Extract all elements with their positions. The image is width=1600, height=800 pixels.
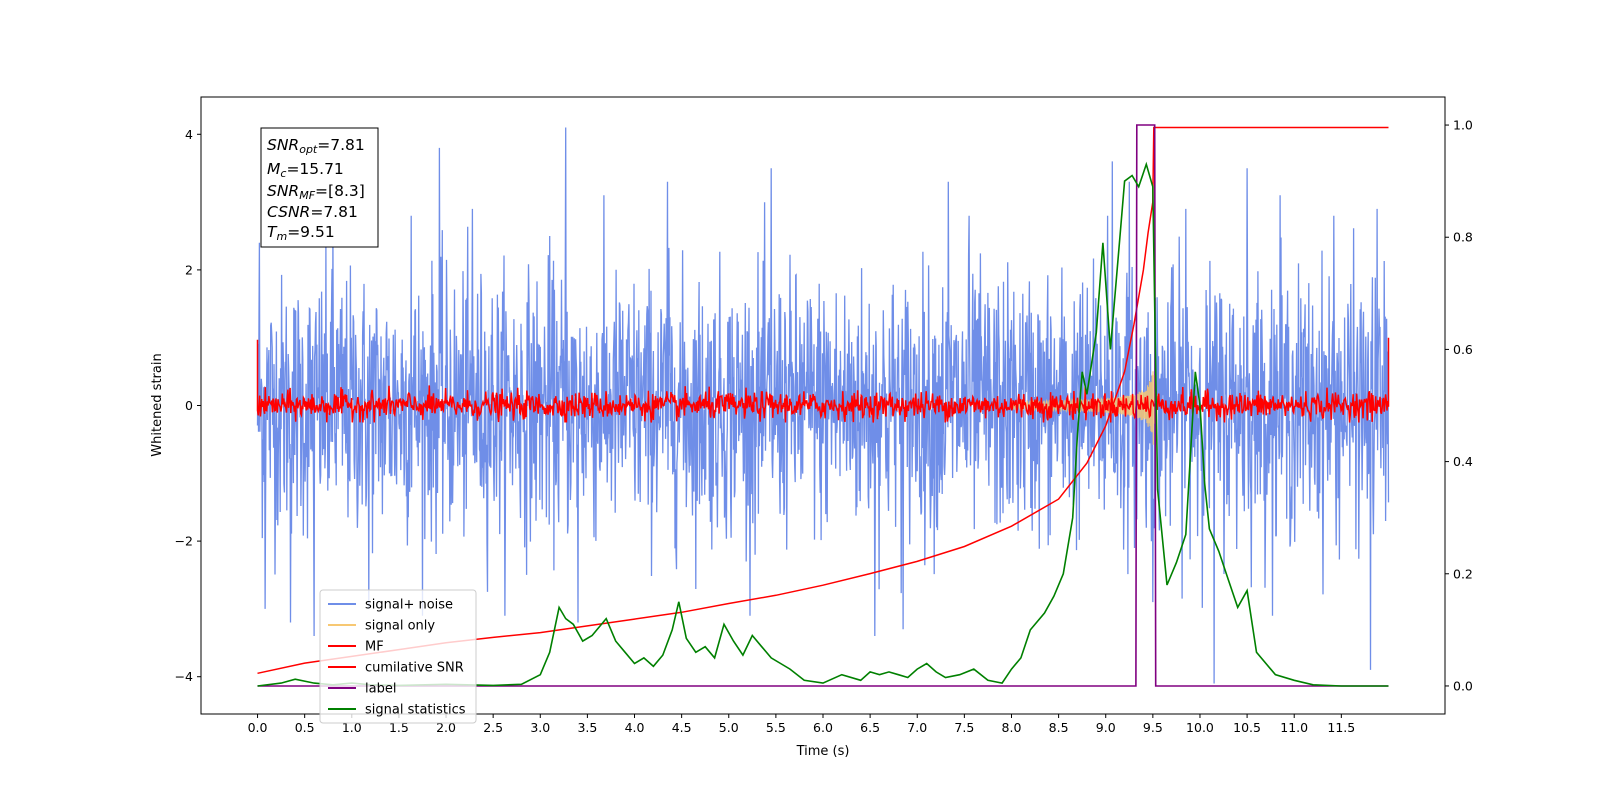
x-tick-label: 11.5: [1327, 720, 1355, 735]
series-label: [257, 124, 1389, 687]
y-tick-label: 4: [185, 127, 193, 142]
x-tick-label: 8.5: [1049, 720, 1069, 735]
x-tick-label: 9.0: [1096, 720, 1116, 735]
legend-item-cumilative-snr: cumilative SNR: [328, 661, 464, 676]
x-tick-label: 9.5: [1143, 720, 1163, 735]
x-tick-label: 10.0: [1186, 720, 1214, 735]
x-tick-label: 6.5: [860, 720, 880, 735]
x-tick-label: 7.0: [907, 720, 927, 735]
y-tick-label: −4: [175, 669, 193, 684]
x-axis-ticks: 0.0 0.5 1.0 1.5 2.0 2.5 3.0 3.5 4.0 4.5 5.0 5.5 6.0 6…: [248, 714, 1355, 735]
info-csnr: CSNR=7.81: [267, 203, 358, 221]
x-tick-label: 2.5: [483, 720, 503, 735]
legend-items: signal+ noise signal only MF cumilative SNR…: [328, 598, 466, 718]
x-tick-label: 7.5: [954, 720, 974, 735]
y2-axis-ticks: 1.0 0.8 0.6 0.4 0.2 0.0: [1445, 118, 1473, 693]
x-tick-label: 1.0: [342, 720, 362, 735]
info-mc-subscript: c: [280, 167, 286, 180]
x-axis-label: Time (s): [796, 744, 850, 759]
info-tm-value: =9.51: [287, 223, 335, 241]
legend-label: signal+ noise: [365, 598, 453, 613]
info-tm: Tm=9.51: [267, 223, 335, 243]
info-mc: Mc=15.71: [267, 160, 344, 180]
info-snr-mf-symbol: SNR: [267, 182, 299, 200]
legend-label: MF: [365, 640, 384, 655]
legend-label: cumilative SNR: [365, 661, 464, 676]
y-tick-label: 0: [185, 398, 193, 413]
x-tick-label: 3.5: [577, 720, 597, 735]
legend-item-signal-statistics: signal statistics: [328, 703, 466, 718]
info-tm-symbol: T: [267, 223, 278, 241]
info-snr-mf-subscript: MF: [299, 189, 315, 202]
x-tick-label: 4.5: [672, 720, 692, 735]
y2-tick-label: 0.6: [1453, 342, 1473, 357]
y2-tick-label: 1.0: [1453, 118, 1473, 133]
x-tick-label: 3.0: [530, 720, 550, 735]
legend-frame: [319, 589, 477, 724]
y2-tick-label: 0.8: [1453, 230, 1473, 245]
x-tick-label: 5.5: [766, 720, 786, 735]
y2-tick-label: 0.0: [1453, 678, 1473, 693]
x-tick-label: 1.5: [389, 720, 409, 735]
legend-item-signal-only: signal only: [328, 619, 435, 634]
legend-item-signal-noise: signal+ noise: [328, 598, 453, 613]
series-layer: [256, 124, 1390, 687]
y-axis-label: Whitened strain: [150, 353, 165, 456]
x-tick-label: 11.0: [1280, 720, 1308, 735]
x-tick-label: 2.0: [436, 720, 456, 735]
info-box-frame: [260, 127, 379, 248]
series-signal-statistics: [257, 161, 1389, 687]
info-csnr-value: =7.81: [310, 203, 358, 221]
legend-label: label: [365, 682, 396, 697]
legend-item-mf: MF: [328, 640, 384, 655]
x-tick-label: 4.0: [625, 720, 645, 735]
y-axis-ticks: 4 2 0 −2 −4: [175, 127, 201, 684]
info-mc-symbol: M: [267, 160, 280, 178]
y2-tick-label: 0.4: [1453, 454, 1473, 469]
x-tick-label: 0.5: [295, 720, 315, 735]
y2-tick-label: 0.2: [1453, 566, 1473, 581]
info-snr-mf-value: =[8.3]: [315, 182, 365, 200]
x-tick-label: 10.5: [1233, 720, 1261, 735]
y-tick-label: 2: [185, 262, 193, 277]
x-tick-label: 0.0: [248, 720, 268, 735]
series-signal-noise: [256, 127, 1390, 684]
legend-label: signal only: [365, 619, 435, 634]
info-snr-mf: SNRMF=[8.3]: [267, 182, 365, 202]
legend: signal+ noise signal only MF cumilative SNR…: [319, 589, 477, 724]
x-tick-label: 6.0: [813, 720, 833, 735]
info-snr-opt-symbol: SNR: [267, 136, 299, 154]
x-tick-label: 5.0: [719, 720, 739, 735]
info-box: SNRopt=7.81 Mc=15.71 SNRMF=[8.3] CSNR=7.…: [260, 127, 379, 248]
x-tick-label: 8.0: [1002, 720, 1022, 735]
y-tick-label: −2: [175, 534, 193, 549]
legend-item-label: label: [328, 682, 396, 697]
info-mc-value: =15.71: [286, 160, 343, 178]
legend-label: signal statistics: [365, 703, 466, 718]
info-csnr-symbol: CSNR: [267, 203, 310, 221]
info-snr-opt-value: =7.81: [317, 136, 365, 154]
info-tm-subscript: m: [276, 230, 287, 243]
info-snr-opt: SNRopt=7.81: [267, 136, 365, 156]
info-snr-opt-subscript: opt: [299, 143, 318, 156]
